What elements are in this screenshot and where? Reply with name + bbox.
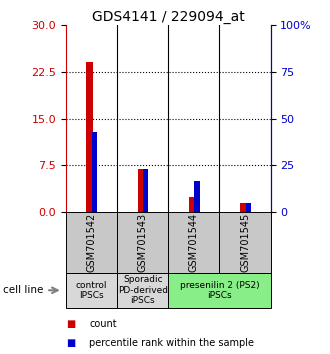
FancyBboxPatch shape	[168, 273, 271, 308]
Text: ■: ■	[66, 338, 75, 348]
Text: GSM701542: GSM701542	[86, 213, 97, 272]
Text: GSM701545: GSM701545	[240, 213, 250, 272]
Bar	[86, 62, 93, 212]
Bar	[143, 169, 148, 212]
Text: control
IPSCs: control IPSCs	[76, 281, 107, 300]
FancyBboxPatch shape	[117, 273, 168, 308]
Bar	[194, 181, 200, 212]
FancyBboxPatch shape	[66, 212, 117, 273]
Bar	[138, 169, 144, 212]
FancyBboxPatch shape	[219, 212, 271, 273]
FancyBboxPatch shape	[66, 273, 117, 308]
Bar	[246, 203, 251, 212]
Bar	[92, 132, 97, 212]
Text: GSM701544: GSM701544	[189, 213, 199, 272]
Text: percentile rank within the sample: percentile rank within the sample	[89, 338, 254, 348]
Text: Sporadic
PD-derived
iPSCs: Sporadic PD-derived iPSCs	[118, 275, 168, 305]
Bar	[240, 203, 246, 212]
Bar	[189, 197, 195, 212]
Text: ■: ■	[66, 319, 75, 329]
Text: count: count	[89, 319, 117, 329]
FancyBboxPatch shape	[117, 212, 168, 273]
Text: presenilin 2 (PS2)
iPSCs: presenilin 2 (PS2) iPSCs	[180, 281, 259, 300]
Title: GDS4141 / 229094_at: GDS4141 / 229094_at	[92, 10, 245, 24]
Text: cell line: cell line	[3, 285, 44, 295]
Text: GSM701543: GSM701543	[138, 213, 148, 272]
FancyBboxPatch shape	[168, 212, 219, 273]
